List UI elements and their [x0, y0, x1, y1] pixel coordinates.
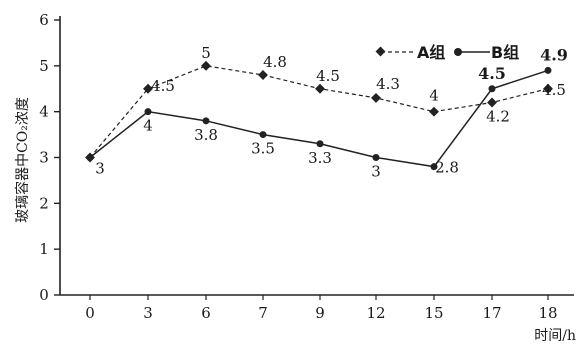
series-b-data-label: 4.9 [540, 45, 568, 64]
y-tick-label: 5 [39, 57, 49, 75]
legend-b-label: B组 [491, 43, 519, 62]
y-tick-label: 2 [39, 194, 49, 212]
series-a-data-label: 4.5 [542, 81, 566, 99]
y-axis-label: 玻璃容器中CO₂浓度 [14, 97, 31, 223]
series-b-data-label: 4.5 [478, 64, 506, 83]
series-a-point [143, 83, 153, 94]
x-tick-label: 18 [538, 304, 557, 322]
series-a-point [201, 60, 211, 71]
series-a-data-label: 5 [201, 44, 211, 62]
series-b-data-label: 3 [371, 163, 381, 181]
y-tick-label: 1 [39, 240, 49, 258]
series-b-point [86, 154, 94, 161]
series-b-point [488, 85, 496, 93]
series-a-data-label: 4.2 [486, 108, 510, 126]
series-a-point [487, 97, 497, 108]
series-b-data-label: 3 [95, 160, 105, 178]
series-b-point [259, 131, 267, 139]
series-b-point [316, 140, 324, 148]
series-b-data-label: 4 [143, 117, 153, 135]
x-tick-label: 15 [424, 304, 443, 322]
series-a-data-label: 4.8 [263, 53, 287, 71]
legend: A组 B组 [375, 43, 519, 62]
series-a-point [315, 83, 325, 94]
series-b-point [544, 66, 552, 74]
y-tick-label: 6 [39, 11, 49, 29]
series-b-data-label: 3.3 [308, 149, 332, 167]
series-a-point [429, 106, 439, 117]
y-tick-label: 0 [39, 286, 49, 304]
series-a-data-label: 4.5 [151, 77, 175, 95]
legend-a-marker [375, 46, 386, 57]
series-a-data-label: 4 [429, 87, 439, 105]
x-tick-label: 17 [482, 304, 501, 322]
legend-b-marker [454, 48, 462, 56]
series-b-data-label: 3.8 [194, 126, 218, 144]
series-b-point [372, 154, 380, 161]
series-a-data-label: 4.3 [376, 75, 400, 93]
series-a-point [371, 92, 381, 103]
series-a-point [543, 83, 553, 94]
series-a-data-label: 4.5 [316, 67, 340, 85]
x-tick-label: 9 [315, 304, 325, 322]
series-b-point [202, 117, 210, 125]
x-tick-label: 0 [85, 304, 95, 322]
x-ticks: 0 3 6 7 9 12 15 17 18 [85, 295, 558, 322]
y-tick-label: 4 [39, 103, 49, 121]
y-tick-label: 3 [39, 149, 49, 167]
x-tick-label: 3 [143, 304, 153, 322]
series-b-point [144, 108, 152, 116]
y-ticks: 0 1 2 3 4 5 6 [39, 11, 60, 304]
series-b-data-label: 3.5 [251, 140, 275, 158]
x-axis-label: 时间/h [534, 328, 576, 344]
x-tick-label: 7 [258, 304, 268, 322]
x-tick-label: 6 [201, 304, 211, 322]
series-a-point [258, 70, 268, 80]
series-b-point [430, 163, 438, 171]
x-tick-label: 12 [366, 304, 385, 322]
data-labels: 4.5 5 4.8 4.5 4.3 4 4.2 4.5 3 4 3.8 3.5 3.3 3 2.8 4.5 4.… [95, 44, 568, 181]
legend-a-label: A组 [417, 43, 445, 62]
series-b-data-label: 2.8 [435, 159, 459, 177]
